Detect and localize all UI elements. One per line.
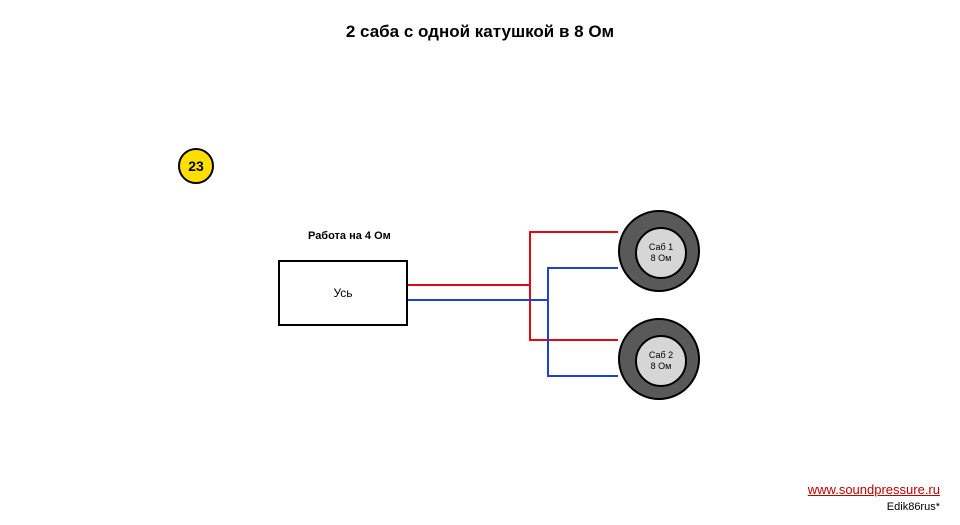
diagram-number-badge: 23 [178,148,214,184]
amplifier-box: Усь [278,260,408,326]
speaker-1-outer: Саб 1 8 Ом [618,210,700,292]
work-mode-label: Работа на 4 Ом [308,230,391,242]
badge-number: 23 [188,158,204,174]
wire-blue [408,268,618,376]
speaker-1-ohm: 8 Ом [651,253,672,264]
footer-credit: Edik86rus* [887,501,940,513]
diagram-title: 2 саба с одной катушкой в 8 Ом [0,22,960,42]
amplifier-label: Усь [333,286,352,300]
speaker-2-inner: Саб 2 8 Ом [635,335,687,387]
speaker-1-label: Саб 1 [649,242,673,253]
speaker-2-outer: Саб 2 8 Ом [618,318,700,400]
wire-red [408,232,618,340]
speaker-2-label: Саб 2 [649,350,673,361]
wiring-svg [0,0,960,525]
footer-link[interactable]: www.soundpressure.ru [808,482,940,497]
speaker-2-ohm: 8 Ом [651,361,672,372]
speaker-1-inner: Саб 1 8 Ом [635,227,687,279]
